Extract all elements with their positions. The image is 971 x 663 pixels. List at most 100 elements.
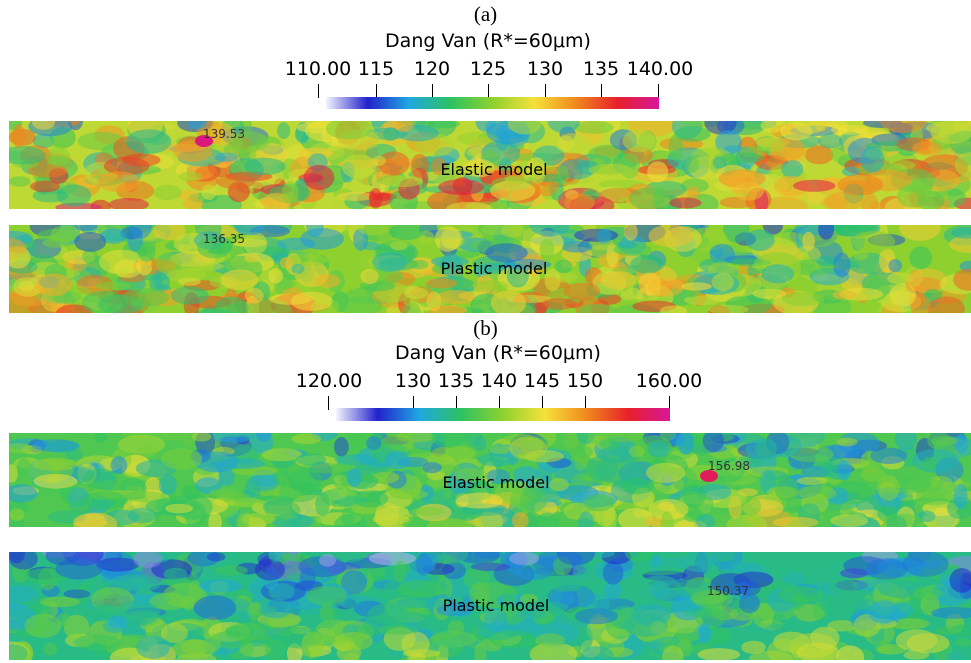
colorbar-a-tick-label: 130	[526, 58, 564, 80]
field-blob	[107, 615, 127, 629]
field-blob	[291, 263, 305, 274]
field-blob	[39, 596, 80, 608]
field-blob	[563, 433, 580, 449]
colorbar-b-max-label: 160.00	[635, 370, 703, 392]
field-blob	[897, 184, 929, 208]
field-blob	[315, 274, 341, 288]
field-blob	[818, 225, 835, 240]
field-blob	[505, 175, 530, 184]
colorbar-a-tick	[432, 84, 433, 98]
field-blob	[416, 552, 432, 576]
colorbar-b-tick-label: 150	[566, 370, 604, 392]
field-blob	[393, 121, 414, 132]
max-value-label: 150.37	[707, 584, 749, 598]
field-blob	[341, 154, 377, 179]
field-blob	[163, 567, 188, 581]
field-blob	[269, 552, 284, 563]
field-blob	[949, 568, 971, 593]
max-hotspot	[700, 470, 718, 482]
max-value-label: 156.98	[708, 459, 750, 473]
field-blob	[169, 609, 185, 621]
field-blob	[604, 580, 622, 601]
field-blob	[599, 438, 619, 451]
field-blob	[452, 177, 473, 195]
field-blob	[9, 484, 38, 503]
field-blob	[95, 281, 131, 290]
field-blob	[336, 643, 362, 660]
field-blob	[780, 122, 813, 141]
field-blob	[82, 290, 128, 313]
field-blob	[82, 248, 98, 265]
field-blob	[518, 607, 547, 620]
field-blob	[683, 295, 723, 305]
colorbar-a-tick	[545, 84, 546, 98]
field-blob	[198, 579, 242, 593]
field-blob	[136, 636, 170, 659]
field-blob	[46, 147, 71, 167]
colorbar-a-max-label: 140.00	[626, 58, 694, 80]
field-blob	[708, 304, 749, 313]
field-blob	[761, 264, 795, 284]
field-blob	[659, 305, 687, 313]
field-blob	[43, 642, 58, 656]
field-blob	[509, 552, 540, 566]
field-blob	[886, 515, 908, 527]
field-blob	[549, 478, 569, 492]
field-blob	[529, 642, 578, 660]
field-blob	[802, 231, 815, 252]
field-blob	[453, 468, 489, 482]
field-blob	[333, 552, 365, 562]
field-blob	[865, 558, 908, 580]
field-blob	[895, 629, 938, 652]
field-blob	[591, 552, 615, 558]
field-blob	[32, 439, 79, 452]
field-blob	[27, 163, 68, 178]
field-blob	[572, 563, 591, 581]
field-blob	[170, 286, 209, 305]
field-blob	[214, 152, 239, 162]
field-blob	[17, 458, 31, 479]
field-blob	[35, 137, 75, 147]
field-blob	[191, 433, 212, 442]
field-blob	[503, 258, 552, 270]
field-blob	[9, 552, 38, 570]
field-blob	[860, 146, 885, 173]
field-blob	[638, 575, 682, 601]
colorbar-b-min-label: 120.00	[295, 370, 363, 392]
colorbar-b-tick-label: 145	[523, 370, 561, 392]
field-blob	[915, 487, 954, 506]
field-blob	[158, 474, 177, 495]
field-blob	[228, 131, 269, 153]
field-blob	[9, 464, 18, 483]
field-blob	[935, 626, 957, 636]
field-blob	[97, 171, 141, 193]
field-blob	[554, 259, 573, 274]
field-blob	[137, 443, 159, 458]
field-blob	[422, 462, 442, 474]
field-blob	[721, 152, 765, 164]
field-blob	[781, 292, 825, 306]
field-blob	[358, 225, 390, 236]
colorbar-b-tick	[499, 396, 500, 410]
field-blob	[723, 145, 744, 154]
panel-a-letter: (a)	[473, 2, 498, 26]
field-blob	[13, 277, 43, 297]
field-blob	[372, 252, 408, 272]
field-blob	[842, 166, 860, 177]
field-blob	[642, 640, 665, 649]
field-blob	[660, 511, 674, 527]
field-blob	[338, 296, 383, 313]
field-blob	[877, 644, 907, 655]
colorbar-b-tick	[413, 396, 414, 410]
field-blob	[155, 252, 182, 274]
field-blob	[396, 597, 445, 608]
field-blob	[861, 192, 879, 209]
field-blob	[578, 511, 594, 527]
field-blob	[320, 487, 363, 507]
colorbar-b	[336, 408, 670, 421]
field-blob	[56, 184, 92, 207]
field-blob	[953, 483, 968, 510]
field-blob	[646, 462, 686, 483]
field-blob	[602, 561, 624, 585]
field-blob	[618, 240, 637, 249]
